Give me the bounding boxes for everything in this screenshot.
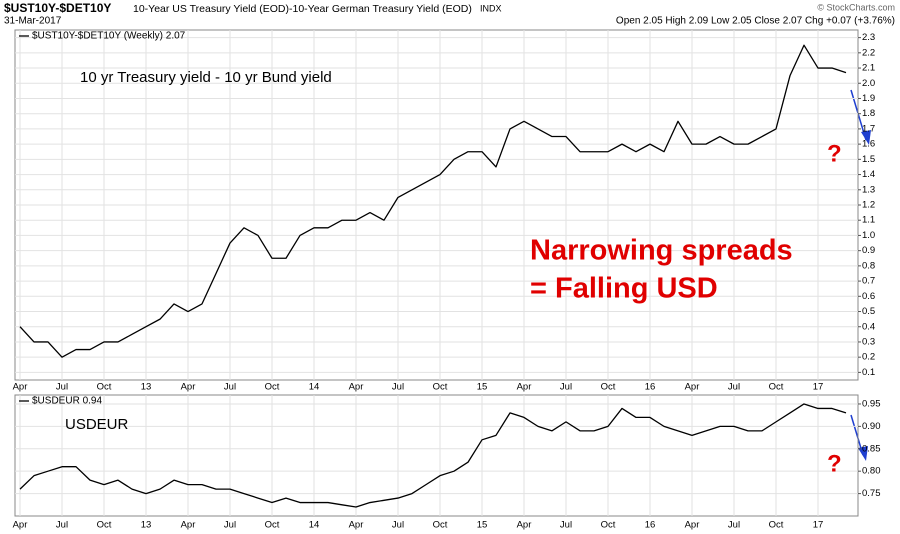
y-tick-label: 0.75 xyxy=(862,488,881,499)
x-tick-label: 13 xyxy=(141,382,152,393)
y-tick-label: 0.85 xyxy=(862,443,881,454)
x-tick-label: Oct xyxy=(433,382,448,393)
x-tick-label: Apr xyxy=(349,520,364,531)
x-tick-label: Apr xyxy=(685,382,700,393)
x-tick-label: Apr xyxy=(13,520,28,531)
exchange: INDX xyxy=(480,3,502,13)
panel-frame xyxy=(14,394,859,517)
annotation: ? xyxy=(827,450,842,477)
y-tick-label: 2.1 xyxy=(862,63,875,74)
x-tick-label: Oct xyxy=(97,382,112,393)
annotation: ? xyxy=(827,140,842,167)
x-tick-label: Apr xyxy=(181,382,196,393)
y-tick-label: 1.1 xyxy=(862,215,875,226)
y-tick-label: 0.95 xyxy=(862,398,881,409)
symbol: $UST10Y-$DET10Y xyxy=(4,1,111,15)
y-tick-label: 0.90 xyxy=(862,421,881,432)
x-tick-label: Apr xyxy=(517,520,532,531)
x-tick-label: 14 xyxy=(309,520,320,531)
legend-label: $UST10Y-$DET10Y (Weekly) 2.07 xyxy=(32,31,186,42)
y-tick-label: 1.8 xyxy=(862,108,875,119)
y-tick-label: 1.6 xyxy=(862,139,875,150)
y-tick-label: 1.4 xyxy=(862,169,875,180)
data-line xyxy=(19,403,847,508)
quote: Open 2.05 High 2.09 Low 2.05 Close 2.07 … xyxy=(616,16,895,27)
y-tick-label: 2.0 xyxy=(862,78,875,89)
x-tick-label: Oct xyxy=(601,382,616,393)
x-tick-label: Jul xyxy=(392,382,404,393)
y-tick-label: 0.7 xyxy=(862,276,875,287)
credit: © StockCharts.com xyxy=(817,2,895,12)
x-tick-label: Oct xyxy=(769,520,784,531)
x-tick-label: 17 xyxy=(813,520,824,531)
y-tick-label: 0.4 xyxy=(862,321,875,332)
y-tick-label: 1.2 xyxy=(862,200,875,211)
x-tick-label: 15 xyxy=(477,382,488,393)
description: 10-Year US Treasury Yield (EOD)-10-Year … xyxy=(133,3,472,15)
y-tick-label: 1.7 xyxy=(862,123,875,134)
legend-label: $USDEUR 0.94 xyxy=(32,396,102,407)
x-tick-label: Jul xyxy=(56,520,68,531)
x-tick-label: Apr xyxy=(181,520,196,531)
y-tick-label: 1.9 xyxy=(862,93,875,104)
y-tick-label: 0.80 xyxy=(862,466,881,477)
y-tick-label: 0.1 xyxy=(862,367,875,378)
x-tick-label: Oct xyxy=(601,520,616,531)
x-tick-label: Apr xyxy=(517,382,532,393)
y-tick-label: 0.3 xyxy=(862,336,875,347)
x-tick-label: Oct xyxy=(769,382,784,393)
x-tick-label: Jul xyxy=(560,520,572,531)
x-tick-label: Jul xyxy=(224,520,236,531)
y-tick-label: 1.3 xyxy=(862,184,875,195)
y-tick-label: 0.8 xyxy=(862,260,875,271)
annotation: = Falling USD xyxy=(530,273,718,305)
x-tick-label: Jul xyxy=(224,382,236,393)
x-tick-label: Oct xyxy=(433,520,448,531)
x-tick-label: 13 xyxy=(141,520,152,531)
y-tick-label: 0.6 xyxy=(862,291,875,302)
y-tick-label: 1.0 xyxy=(862,230,875,241)
y-tick-label: 0.5 xyxy=(862,306,875,317)
x-tick-label: Oct xyxy=(265,520,280,531)
x-tick-label: Apr xyxy=(349,382,364,393)
data-line xyxy=(19,44,847,358)
x-tick-label: Oct xyxy=(265,382,280,393)
x-tick-label: 14 xyxy=(309,382,320,393)
x-tick-label: Jul xyxy=(728,382,740,393)
x-tick-label: 16 xyxy=(645,382,656,393)
x-tick-label: Jul xyxy=(56,382,68,393)
y-tick-label: 0.2 xyxy=(862,352,875,363)
y-tick-label: 1.5 xyxy=(862,154,875,165)
arrow-head xyxy=(858,446,868,461)
date: 31-Mar-2017 xyxy=(4,16,62,27)
annotation: Narrowing spreads xyxy=(530,235,793,267)
y-tick-label: 2.3 xyxy=(862,32,875,43)
x-tick-label: Jul xyxy=(728,520,740,531)
x-tick-label: Oct xyxy=(97,520,112,531)
annotation: 10 yr Treasury yield - 10 yr Bund yield xyxy=(80,69,332,86)
arrow-head xyxy=(861,130,871,145)
x-tick-label: Jul xyxy=(560,382,572,393)
x-tick-label: Jul xyxy=(392,520,404,531)
y-tick-label: 2.2 xyxy=(862,47,875,58)
annotation: USDEUR xyxy=(65,416,129,433)
x-tick-label: Apr xyxy=(13,382,28,393)
x-tick-label: 16 xyxy=(645,520,656,531)
y-tick-label: 0.9 xyxy=(862,245,875,256)
x-tick-label: 15 xyxy=(477,520,488,531)
x-tick-label: Apr xyxy=(685,520,700,531)
x-tick-label: 17 xyxy=(813,382,824,393)
